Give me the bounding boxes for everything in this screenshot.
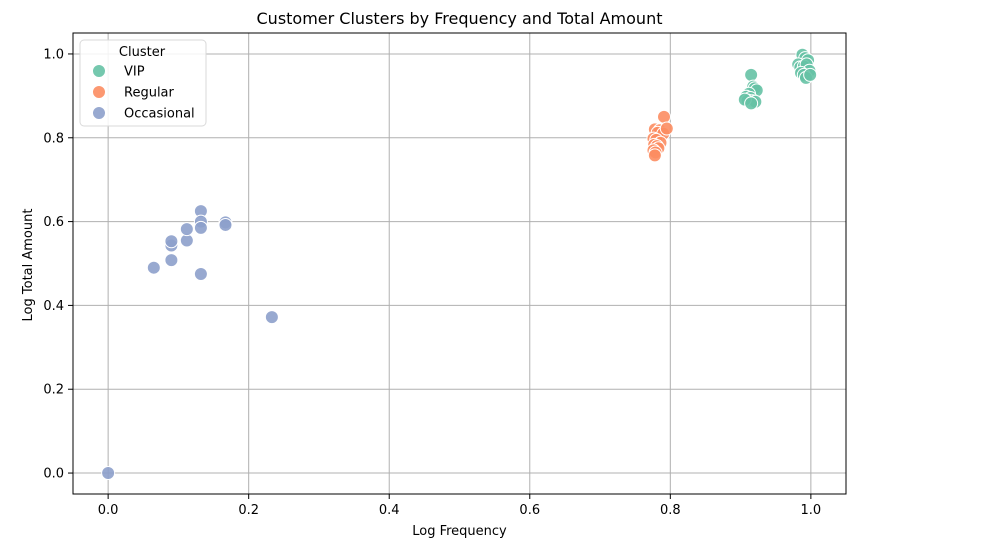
point-vip (744, 67, 759, 82)
legend-marker-vip (92, 64, 106, 78)
point-regular (647, 148, 662, 163)
point-occasional (218, 217, 233, 232)
x-tick-label: 0.0 (98, 503, 119, 518)
point-occasional (164, 234, 179, 249)
point-occasional (193, 266, 208, 281)
y-tick-label: 0.6 (43, 215, 64, 230)
legend-label-occasional: Occasional (124, 107, 195, 122)
y-axis-label: Log Total Amount (21, 209, 36, 322)
point-occasional (264, 310, 279, 325)
x-tick-label: 0.4 (379, 503, 400, 518)
x-axis-label: Log Frequency (412, 524, 507, 539)
y-tick-label: 0.8 (43, 131, 64, 146)
axes-layer (72, 32, 847, 495)
legend-items: VIP Regular Occasional (92, 64, 195, 122)
x-tick-label: 0.2 (238, 503, 259, 518)
point-occasional (179, 222, 194, 237)
points-layer (101, 47, 818, 481)
legend-marker-occasional (92, 106, 106, 120)
y-tick-label: 0.4 (43, 299, 64, 314)
point-regular (659, 121, 674, 136)
point-occasional (101, 466, 116, 481)
legend-marker-regular (92, 85, 106, 99)
y-tick-label: 0.2 (43, 383, 64, 398)
x-tick-label: 0.6 (519, 503, 540, 518)
x-tick-label: 0.8 (660, 503, 681, 518)
ticks-layer: 0.0 0.2 0.4 0.6 0.8 1.0 0.0 0.2 0.4 0.6 0.8 1.0 (43, 47, 821, 518)
chart-title: Customer Clusters by Frequency and Total… (257, 9, 663, 28)
legend-title: Cluster (119, 45, 166, 60)
point-occasional (146, 260, 161, 275)
point-regular (656, 109, 671, 124)
y-tick-label: 1.0 (43, 47, 64, 62)
legend-label-vip: VIP (124, 65, 145, 80)
x-tick-label: 1.0 (801, 503, 822, 518)
point-vip (744, 96, 759, 111)
point-occasional (164, 253, 179, 268)
legend: Cluster VIP Regular Occasional (79, 39, 207, 127)
point-occasional (193, 220, 208, 235)
plot-frame (72, 32, 847, 495)
y-tick-label: 0.0 (43, 467, 64, 482)
legend-box (79, 39, 207, 127)
point-vip (803, 67, 818, 82)
grid-layer (73, 33, 846, 494)
legend-label-regular: Regular (124, 86, 175, 101)
